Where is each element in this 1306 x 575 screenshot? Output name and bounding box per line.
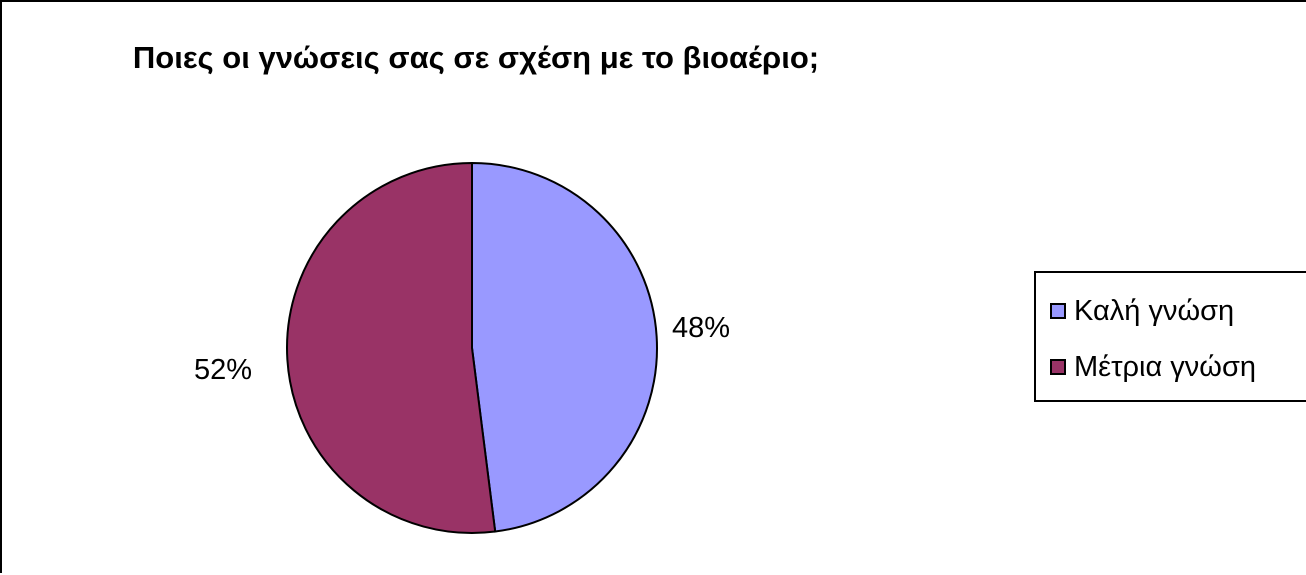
legend-swatch-icon [1050,303,1066,319]
legend-item-metria-gnosi: Μέτρια γνώση [1050,349,1256,385]
legend-swatch-icon [1050,359,1066,375]
chart-title: Ποιες οι γνώσεις σας σε σχέση με το βιοα… [132,40,820,75]
legend: Καλή γνώση Μέτρια γνώση [1034,271,1306,402]
legend-label: Μέτρια γνώση [1074,350,1256,383]
data-label-kali-gnosi: 48% [672,312,731,344]
pie-slice-kali-gnosi [471,161,658,533]
legend-item-kali-gnosi: Καλή γνώση [1050,293,1234,329]
data-label-metria-gnosi: 52% [194,354,253,386]
pie-slice-metria-gnosi [285,161,497,534]
legend-label: Καλή γνώση [1074,294,1235,327]
